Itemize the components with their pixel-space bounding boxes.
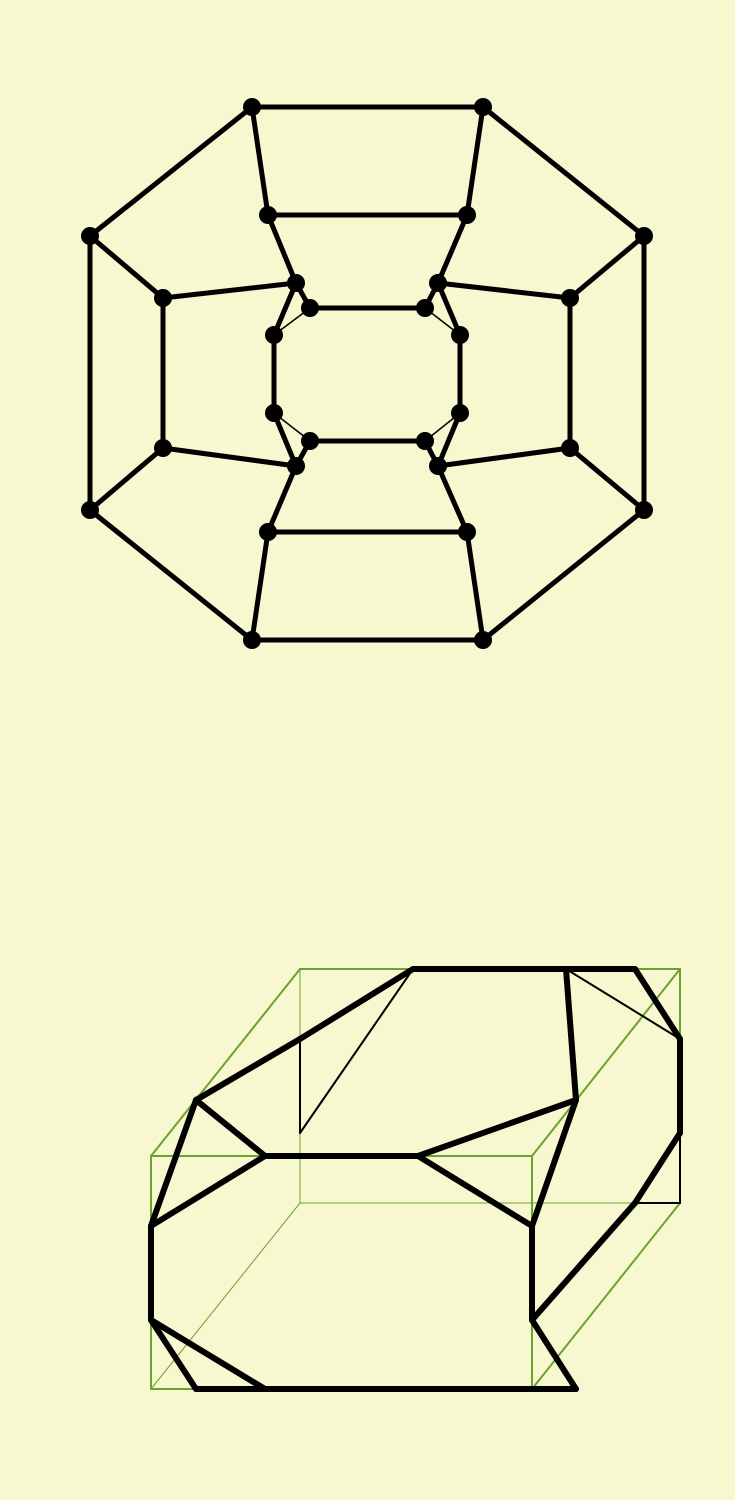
background xyxy=(0,0,735,1500)
schlegel-node xyxy=(635,227,653,245)
schlegel-node xyxy=(451,326,469,344)
schlegel-node xyxy=(474,98,492,116)
schlegel-node xyxy=(81,501,99,519)
schlegel-node xyxy=(259,206,277,224)
diagram-canvas xyxy=(0,0,735,1500)
schlegel-node xyxy=(301,299,319,317)
schlegel-node xyxy=(243,98,261,116)
schlegel-node xyxy=(451,404,469,422)
schlegel-node xyxy=(301,432,319,450)
schlegel-node xyxy=(429,457,447,475)
schlegel-node xyxy=(265,404,283,422)
schlegel-node xyxy=(474,631,492,649)
schlegel-node xyxy=(458,206,476,224)
schlegel-node xyxy=(635,501,653,519)
schlegel-node xyxy=(429,274,447,292)
schlegel-node xyxy=(561,289,579,307)
schlegel-node xyxy=(243,631,261,649)
schlegel-node xyxy=(416,299,434,317)
schlegel-node xyxy=(416,432,434,450)
schlegel-node xyxy=(81,227,99,245)
schlegel-node xyxy=(287,274,305,292)
schlegel-node xyxy=(287,457,305,475)
schlegel-node xyxy=(154,289,172,307)
schlegel-node xyxy=(561,439,579,457)
schlegel-node xyxy=(154,439,172,457)
schlegel-node xyxy=(265,326,283,344)
schlegel-node xyxy=(458,523,476,541)
schlegel-node xyxy=(259,523,277,541)
